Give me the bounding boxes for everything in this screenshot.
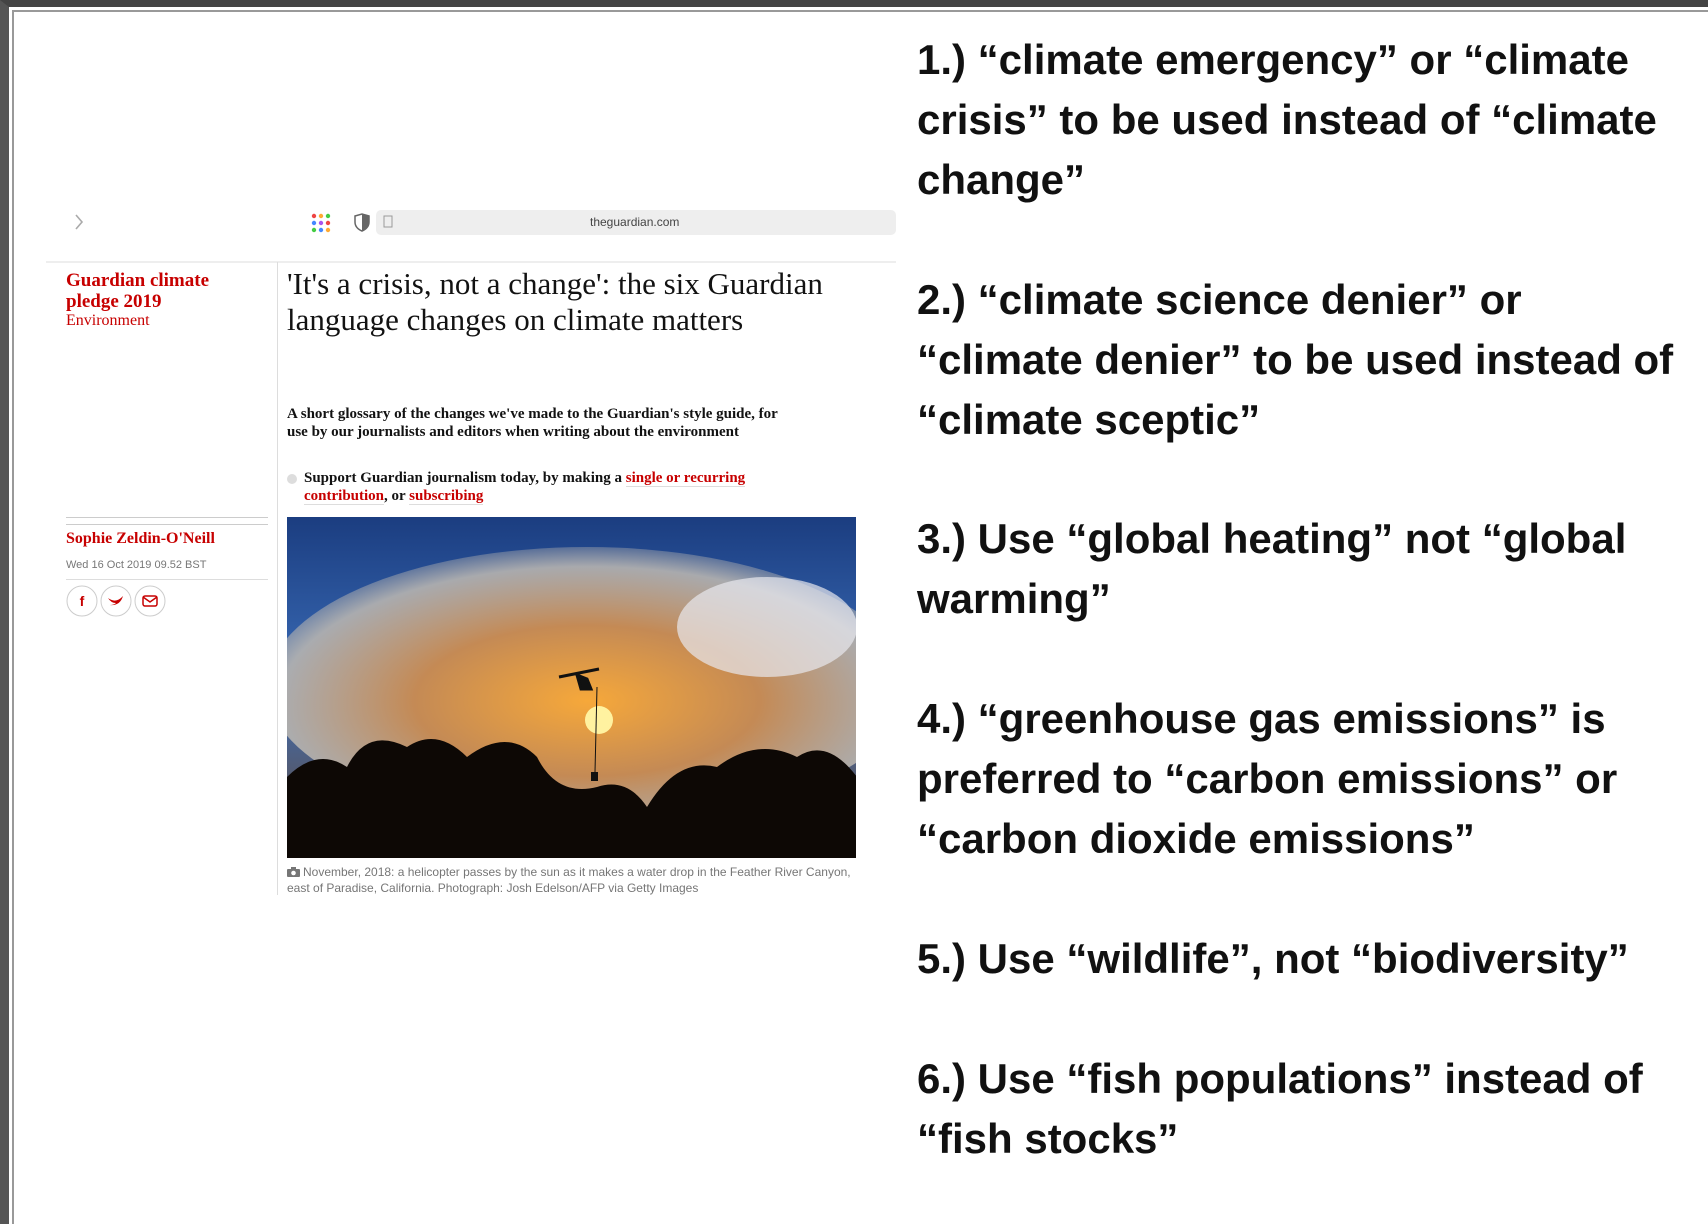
headline: 'It's a crisis, not a change': the six G…	[287, 266, 847, 338]
support-message: Support Guardian journalism today, by ma…	[287, 469, 774, 505]
page: {"browser":{"url":"theguardian.com"}, "a…	[0, 0, 1708, 1224]
standfirst: A short glossary of the changes we've ma…	[287, 405, 787, 441]
date: Wed 16 Oct 2019 09.52 BST	[66, 559, 206, 571]
rule	[66, 579, 268, 580]
support-text: Support Guardian journalism today, by ma…	[304, 470, 622, 486]
browser-bar	[46, 205, 896, 265]
list-item: 2.) “climate science denier” or “climate…	[917, 270, 1687, 450]
series-kicker[interactable]: Guardian climate pledge 2019	[66, 270, 246, 312]
list-item: 4.) “greenhouse gas emissions” is prefer…	[917, 689, 1687, 869]
article-photo	[287, 517, 856, 858]
photo-caption: November, 2018: a helicopter passes by t…	[287, 864, 857, 896]
rule	[66, 517, 268, 525]
section-label[interactable]: Environment	[66, 312, 150, 330]
list-item: 5.) Use “wildlife”, not “biodiversity”	[917, 929, 1687, 989]
url[interactable]: theguardian.com	[590, 215, 679, 229]
share-icons[interactable]: f	[66, 585, 168, 619]
camera-icon	[287, 867, 301, 877]
list-item: 1.) “climate emergency” or “climate cris…	[917, 30, 1687, 210]
divider	[277, 262, 278, 895]
svg-text:f: f	[80, 593, 85, 609]
separator: , or	[384, 488, 405, 504]
list-item: 3.) Use “global heating” not “global war…	[917, 509, 1687, 629]
list-item: 6.) Use “fish populations” instead of “f…	[917, 1049, 1687, 1169]
author[interactable]: Sophie Zeldin-O'Neill	[66, 530, 215, 548]
subscribe-link[interactable]: subscribing	[409, 488, 483, 505]
caption-text: November, 2018: a helicopter passes by t…	[287, 865, 851, 895]
